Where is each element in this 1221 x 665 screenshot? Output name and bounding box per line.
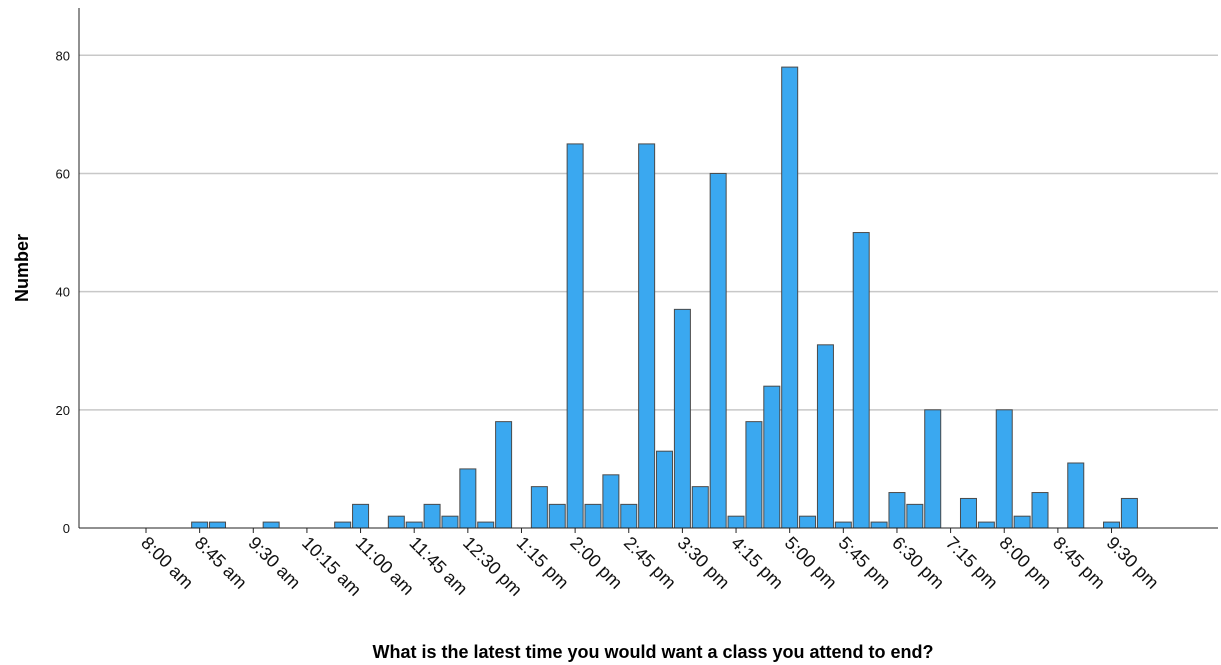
bar — [977, 521, 995, 529]
bar — [1013, 515, 1031, 529]
y-axis-title: Number — [12, 234, 32, 302]
x-axis-title: What is the latest time you would want a… — [372, 642, 933, 662]
bar — [1103, 521, 1121, 529]
x-tick-label: 8:00 am — [137, 533, 197, 593]
x-tick-label: 8:45 am — [191, 533, 251, 593]
bar — [870, 521, 888, 529]
x-tick-label: 5:45 pm — [834, 533, 894, 593]
bar — [691, 486, 709, 529]
bar — [423, 503, 441, 529]
bar — [906, 503, 924, 529]
bar — [727, 515, 745, 529]
bar — [209, 521, 227, 529]
bar — [566, 143, 584, 529]
y-tick-label: 60 — [56, 166, 70, 181]
x-tick-label: 2:00 pm — [566, 533, 626, 593]
bar — [834, 521, 852, 529]
y-tick-label: 80 — [56, 48, 70, 63]
bar — [459, 468, 477, 529]
bar — [888, 492, 906, 529]
bar — [1120, 497, 1138, 529]
x-tick-label: 8:45 pm — [1049, 533, 1109, 593]
bar — [262, 521, 280, 529]
y-tick-label: 40 — [56, 285, 70, 300]
x-tick-label: 2:45 pm — [620, 533, 680, 593]
x-tick-label: 3:30 pm — [674, 533, 734, 593]
bar — [548, 503, 566, 529]
bar — [816, 344, 834, 529]
y-tick-labels: 0 20 40 60 80 — [56, 48, 70, 536]
x-tick-label: 8:00 pm — [995, 533, 1055, 593]
bar — [1031, 492, 1049, 529]
y-tick-label: 20 — [56, 403, 70, 418]
bar — [638, 143, 656, 529]
bar — [763, 385, 781, 529]
bar — [405, 521, 423, 529]
bars — [191, 66, 1138, 529]
bar — [441, 515, 459, 529]
x-tick-label: 9:30 pm — [1103, 533, 1163, 593]
x-tick-label: 4:15 pm — [727, 533, 787, 593]
x-tick-label: 5:00 pm — [781, 533, 841, 593]
bar — [656, 450, 674, 529]
bar — [191, 521, 209, 529]
bar — [530, 486, 548, 529]
bar — [602, 474, 620, 529]
bar — [1067, 462, 1085, 529]
bar — [781, 66, 799, 529]
bar — [745, 421, 763, 529]
x-tick-label: 9:30 am — [244, 533, 304, 593]
bar — [959, 497, 977, 529]
bar — [924, 409, 942, 529]
x-tick-label: 7:15 pm — [942, 533, 1002, 593]
axes — [78, 8, 1218, 533]
bar — [709, 172, 727, 529]
x-tick-label: 11:45 am — [405, 533, 471, 599]
bar — [387, 515, 405, 529]
bar — [477, 521, 495, 529]
bar — [584, 503, 602, 529]
bar — [673, 308, 691, 529]
bar — [995, 409, 1013, 529]
bar — [334, 521, 352, 529]
bar — [799, 515, 817, 529]
bar — [352, 503, 370, 529]
x-tick-label: 6:30 pm — [888, 533, 948, 593]
bar — [620, 503, 638, 529]
bar — [495, 421, 513, 529]
y-tick-label: 0 — [63, 521, 70, 536]
bar — [852, 232, 870, 529]
